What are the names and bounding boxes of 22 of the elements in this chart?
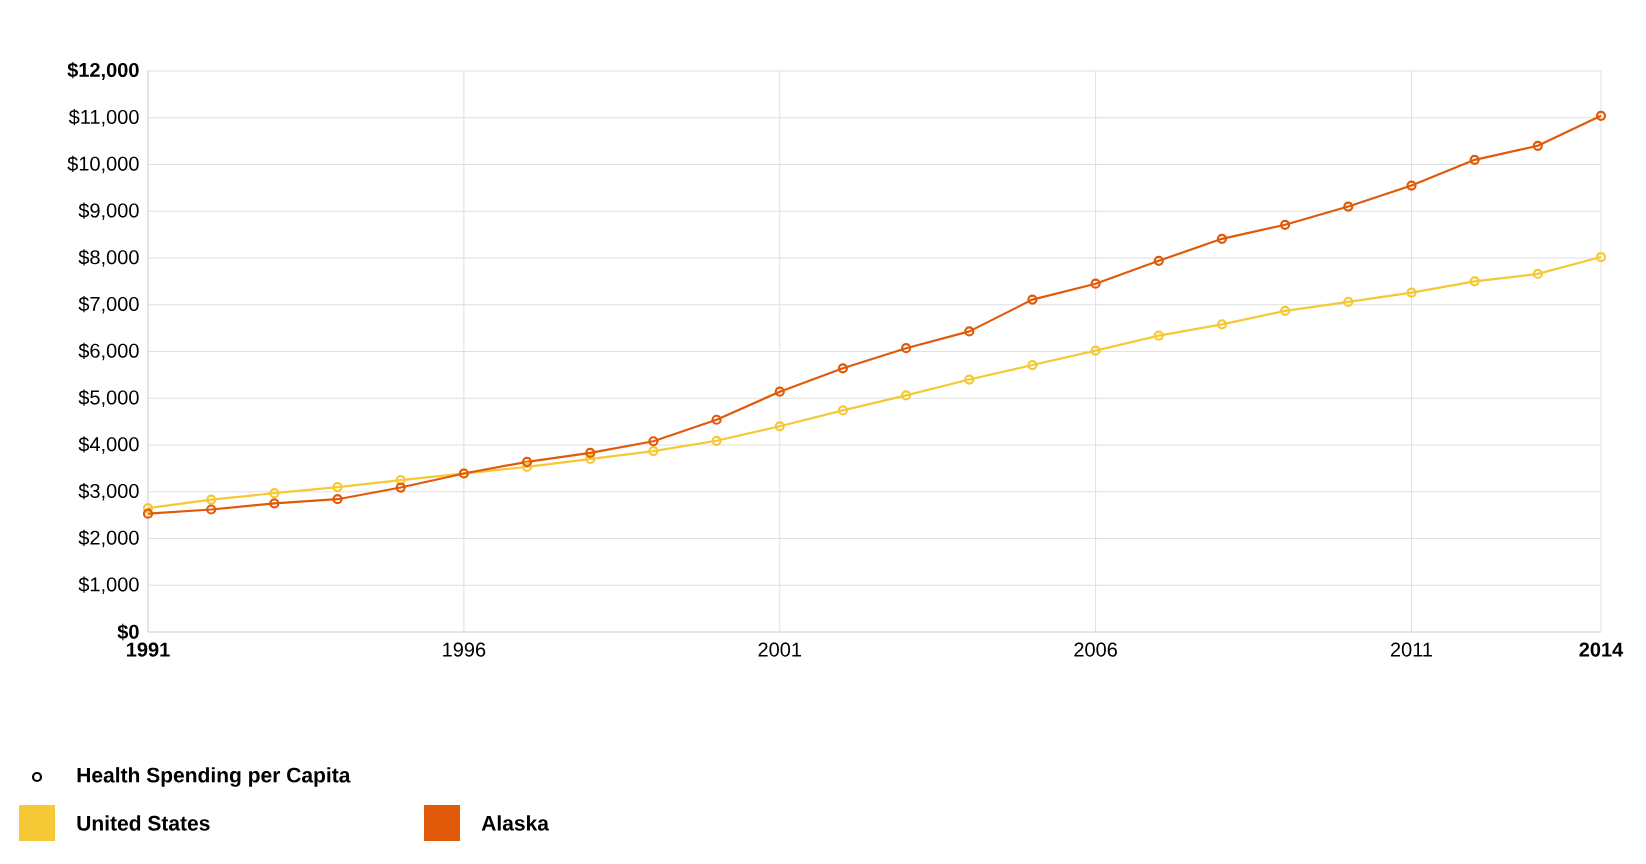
- y-tick-label: $9,000: [78, 202, 139, 220]
- x-tick-label: 2001: [758, 642, 801, 657]
- x-tick-label: 2011: [1390, 642, 1432, 657]
- y-tick-label: $5,000: [78, 389, 139, 407]
- x-tick-label: 2014: [1579, 642, 1624, 657]
- y-tick-label: $7,000: [78, 296, 139, 314]
- x-tick-label: 2006: [1074, 642, 1117, 657]
- y-tick-label: $12,000: [67, 62, 139, 80]
- y-tick-label: $0: [117, 623, 139, 641]
- x-tick-label: 1991: [127, 642, 170, 657]
- x-tick-label: 1996: [443, 642, 486, 657]
- legend-label: Alaska: [481, 815, 550, 831]
- y-tick-label: $4,000: [78, 436, 139, 454]
- y-tick-label: $8,000: [78, 249, 139, 267]
- y-tick-label: $6,000: [78, 342, 139, 361]
- legend-title: Health Spending per Capita: [77, 767, 351, 787]
- y-tick-label: $10,000: [67, 155, 139, 174]
- y-tick-label: $2,000: [78, 529, 139, 548]
- y-tick-label: $1,000: [78, 576, 139, 594]
- y-tick-label: $3,000: [78, 483, 139, 501]
- legend-label: United States: [77, 815, 210, 831]
- y-tick-label: $11,000: [68, 109, 139, 127]
